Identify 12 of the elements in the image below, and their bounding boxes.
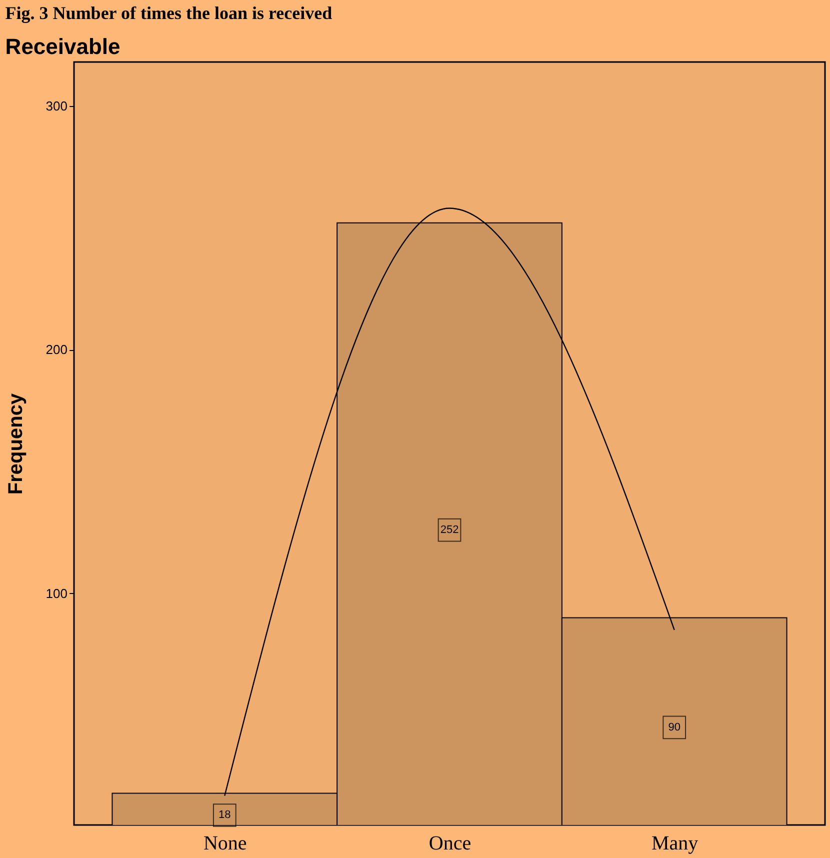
chart-title: Fig. 3 Number of times the loan is received: [5, 3, 332, 23]
x-tick-label: None: [203, 832, 247, 854]
y-tick-label: 300: [46, 98, 68, 114]
data-label: 90: [668, 721, 680, 734]
data-label: 252: [440, 524, 459, 536]
y-tick-label: 200: [46, 342, 68, 358]
y-tick-label: 100: [46, 586, 68, 601]
x-tick-label: Once: [428, 832, 472, 854]
chart-subtitle: Receivable: [5, 34, 120, 59]
y-axis-title: Frequency: [4, 392, 27, 495]
x-tick-label: Many: [652, 832, 698, 854]
data-label: 18: [218, 809, 231, 822]
